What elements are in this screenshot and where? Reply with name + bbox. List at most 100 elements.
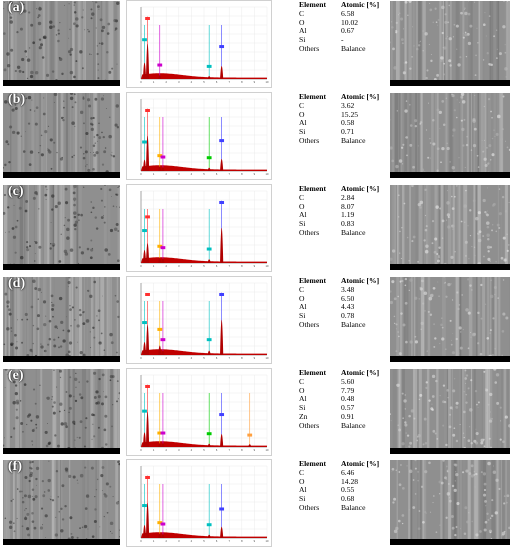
panel-row: (e) 0 1 2 3 4 5 6 7 8 9 10 Element Atomic [%] C 5.60 O 7.… <box>0 368 513 456</box>
svg-text:9: 9 <box>254 172 256 176</box>
table-row: Others Balance <box>299 227 384 238</box>
svg-text:10: 10 <box>266 264 269 268</box>
table-row: O 15.25 <box>299 109 384 120</box>
eds-background <box>141 165 267 171</box>
header-atomic: Atomic [%] <box>341 184 380 193</box>
sem-image-low-mag: (d) <box>3 277 120 362</box>
sem-scalebar <box>390 80 510 86</box>
eds-background <box>141 257 267 263</box>
header-element: Element <box>299 368 326 377</box>
svg-text:5: 5 <box>203 172 205 176</box>
svg-text:0: 0 <box>140 539 142 543</box>
eds-peak-label <box>160 431 166 435</box>
eds-peak <box>248 444 252 447</box>
sem-image-high-mag <box>390 1 510 86</box>
element-name: C <box>299 8 305 18</box>
eds-peak-label <box>219 201 225 204</box>
eds-peak <box>145 43 150 79</box>
table-row: Al 4.43 <box>299 303 384 312</box>
eds-peak <box>142 432 147 447</box>
svg-text:4: 4 <box>191 80 193 84</box>
sem-image-low-mag: (c) <box>3 185 120 270</box>
eds-peak-label <box>206 64 212 68</box>
table-row: C 6.58 <box>299 8 384 19</box>
svg-text:6: 6 <box>216 448 218 452</box>
svg-text:7: 7 <box>228 539 230 543</box>
composition-table: Element Atomic [%] C 5.60 O 7.79 Al 0.48 Si 0.57 Z… <box>299 368 384 431</box>
table-row: O 6.50 <box>299 293 384 304</box>
sem-image-high-mag <box>390 460 510 545</box>
eds-peak <box>145 411 150 447</box>
svg-text:0: 0 <box>140 448 142 452</box>
panel-label: (b) <box>8 93 26 107</box>
svg-text:5: 5 <box>203 80 205 84</box>
eds-peak <box>207 259 211 263</box>
element-name: Others <box>299 43 320 53</box>
svg-text:0: 0 <box>140 356 142 360</box>
panel-row: (d) 0 1 2 3 4 5 6 7 8 9 10 Element Atomic [%] C 3.48 O 6.… <box>0 276 513 364</box>
table-row: C 2.84 <box>299 193 384 203</box>
panel-row: (b) 0 1 2 3 4 5 6 7 8 9 10 Element Atomic [%] C 3.62 O 15… <box>0 92 513 180</box>
sem-image-low-mag: (a) <box>3 1 120 86</box>
atomic-value: 0.78 <box>341 311 355 321</box>
element-name: Others <box>299 227 320 237</box>
sem-scalebar <box>390 264 510 270</box>
table-row: Others Balance <box>299 502 384 513</box>
svg-text:5: 5 <box>203 539 205 543</box>
eds-peak-label <box>157 244 163 248</box>
svg-text:1: 1 <box>153 448 155 452</box>
eds-peak <box>220 526 224 538</box>
atomic-value: Balance <box>341 135 366 145</box>
eds-peak <box>161 258 165 263</box>
eds-peak <box>161 350 165 355</box>
svg-text:9: 9 <box>254 80 256 84</box>
element-name: O <box>299 293 305 303</box>
eds-peak-label <box>206 432 212 436</box>
eds-peak-label <box>142 229 147 233</box>
header-atomic: Atomic [%] <box>341 276 380 285</box>
eds-spectrum: 0 1 2 3 4 5 6 7 8 9 10 <box>126 0 272 88</box>
atomic-value: 0.91 <box>341 411 355 421</box>
svg-text:5: 5 <box>203 356 205 360</box>
eds-spectrum: 0 1 2 3 4 5 6 7 8 9 10 <box>126 368 272 456</box>
svg-text:8: 8 <box>241 264 243 268</box>
header-element: Element <box>299 459 326 468</box>
eds-spectrum: 0 1 2 3 4 5 6 7 8 9 10 <box>126 459 272 547</box>
table-row: Si 0.57 <box>299 403 384 413</box>
panel-label: (a) <box>8 1 25 15</box>
svg-text:0: 0 <box>140 264 142 268</box>
svg-text:4: 4 <box>191 264 193 268</box>
table-row: Al 0.58 <box>299 119 384 128</box>
eds-peak-label <box>142 140 147 144</box>
element-name: O <box>299 109 305 119</box>
element-name: C <box>299 284 305 294</box>
svg-text:1: 1 <box>153 539 155 543</box>
panel-row: (c) 0 1 2 3 4 5 6 7 8 9 10 Element Atomic [%] C 2.84 O 8.… <box>0 184 513 272</box>
atomic-value: Balance <box>341 319 366 329</box>
sem-image-low-mag: (f) <box>3 460 120 545</box>
sem-scalebar <box>3 356 120 362</box>
sem-scalebar <box>3 448 120 454</box>
eds-peak <box>142 250 147 263</box>
sem-image-low-mag: (b) <box>3 93 120 178</box>
eds-peak-label <box>206 338 212 342</box>
table-row: O 8.07 <box>299 202 384 212</box>
svg-text:8: 8 <box>241 448 243 452</box>
table-row: Si 0.83 <box>299 219 384 229</box>
atomic-value: 1.19 <box>341 210 355 220</box>
svg-text:7: 7 <box>228 172 230 176</box>
element-name: Si <box>299 219 306 229</box>
svg-text:10: 10 <box>266 356 269 360</box>
table-row: Al 0.55 <box>299 486 384 495</box>
table-row: O 10.02 <box>299 18 384 28</box>
eds-peak <box>161 443 165 447</box>
table-row: C 6.46 <box>299 468 384 478</box>
panel-label: (e) <box>8 369 24 383</box>
atomic-value: 3.62 <box>341 100 355 110</box>
eds-peak-label <box>206 247 212 251</box>
element-name: Si <box>299 35 306 45</box>
atomic-value: Balance <box>341 502 366 512</box>
table-header: Element Atomic [%] <box>299 459 384 469</box>
eds-peak-label <box>157 431 163 435</box>
atomic-value: - <box>341 35 344 45</box>
